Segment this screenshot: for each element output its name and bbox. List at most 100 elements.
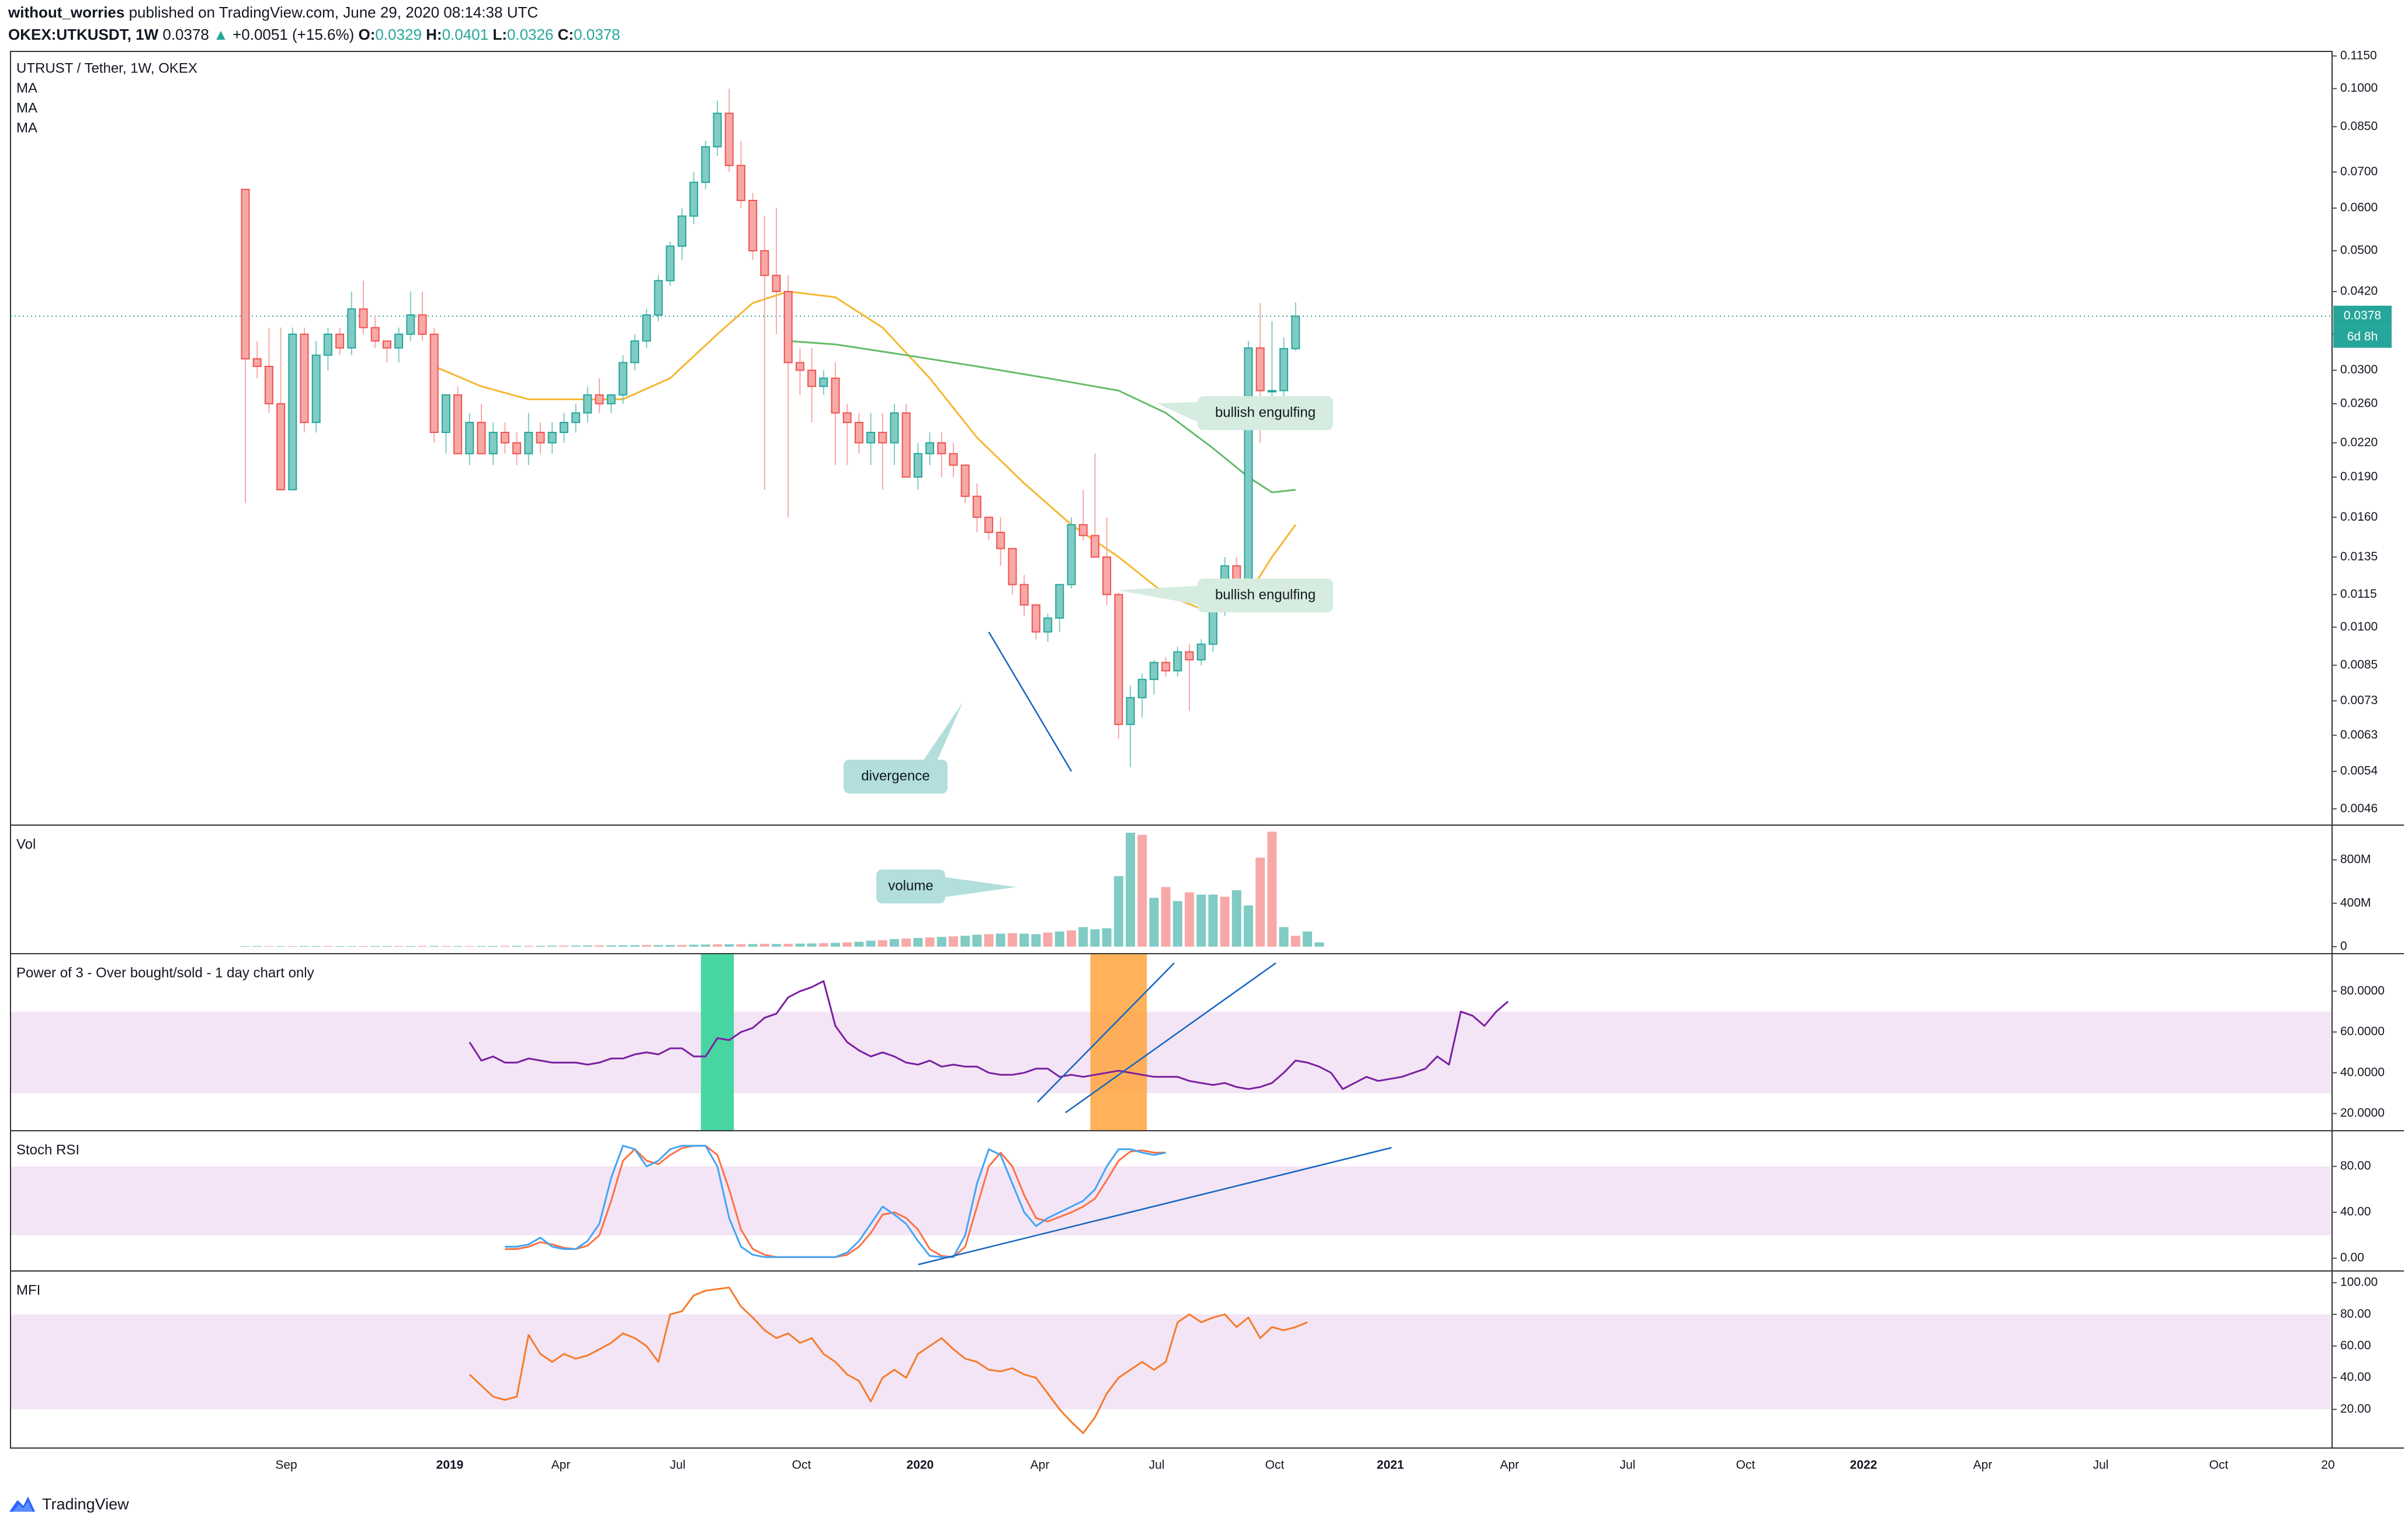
candle-body xyxy=(642,314,651,342)
candle-body xyxy=(701,146,710,183)
volume-bar xyxy=(1172,901,1182,947)
annotation-bullish-engulfing-1 xyxy=(1198,396,1333,430)
candle-body xyxy=(1137,678,1147,698)
volume-bar xyxy=(995,933,1005,947)
volume-bar xyxy=(1043,932,1053,947)
ma-slow-line xyxy=(788,340,1296,494)
candle-body xyxy=(1114,594,1123,725)
volume-bar xyxy=(1220,896,1230,947)
annotation-divergence-pointer xyxy=(923,702,963,761)
volume-bar xyxy=(1196,894,1206,947)
volume-bar xyxy=(748,944,758,947)
volume-bar xyxy=(913,938,923,947)
stochrsi-axis-label: 0.00 xyxy=(2340,1251,2364,1265)
candle-body xyxy=(524,431,533,455)
volume-bar xyxy=(1185,892,1194,947)
indicator-label: MA xyxy=(16,80,37,96)
time-axis-label: Sep xyxy=(275,1459,297,1472)
time-axis-label: 2019 xyxy=(436,1459,464,1472)
volume-bar xyxy=(1054,931,1064,947)
stochrsi-k-line xyxy=(505,1145,1166,1258)
candle-body xyxy=(1244,347,1253,595)
candle-body xyxy=(831,377,840,414)
candle-body xyxy=(477,421,486,455)
time-axis-label: Oct xyxy=(1736,1459,1755,1472)
annotation-divergence xyxy=(844,760,948,794)
candle-body xyxy=(252,358,262,367)
volume-bar xyxy=(359,945,368,947)
candle-body xyxy=(370,327,380,342)
candle-body xyxy=(842,412,852,423)
close-value: 0.0378 xyxy=(574,26,620,43)
open-value: 0.0329 xyxy=(375,26,422,43)
volume-bar xyxy=(464,945,474,947)
power3-axis-label: 80.0000 xyxy=(2340,984,2385,997)
volume-bar xyxy=(300,945,309,947)
volume-axis-label: 400M xyxy=(2340,896,2371,909)
volume-bar xyxy=(1208,894,1218,947)
tradingview-logo-icon xyxy=(9,1497,35,1512)
volume-bar xyxy=(949,936,958,947)
volume-bar xyxy=(311,945,321,947)
volume-bar xyxy=(901,938,911,947)
time-axis-label: 2021 xyxy=(1377,1459,1404,1472)
price-axis-label: 0.0135 xyxy=(2340,550,2378,563)
volume-bar xyxy=(394,945,404,947)
volume-bar xyxy=(842,942,852,947)
candle-body xyxy=(937,442,946,455)
volume-bar xyxy=(1113,876,1123,947)
volume-bar xyxy=(429,945,439,947)
countdown-label: 6d 8h xyxy=(2347,330,2378,344)
candle-body xyxy=(866,431,876,444)
mfi-line xyxy=(469,1286,1308,1434)
high-value: 0.0401 xyxy=(442,26,489,43)
volume-bar xyxy=(276,946,286,947)
price-axis-label: 0.0085 xyxy=(2340,658,2378,671)
price-axis-label: 0.0100 xyxy=(2340,620,2378,633)
candle-body xyxy=(1043,617,1053,633)
volume-bar xyxy=(1067,930,1076,947)
time-axis-label: Jul xyxy=(2093,1459,2109,1472)
price-axis-label: 0.1150 xyxy=(2340,49,2377,62)
volume-bar xyxy=(287,946,297,947)
candle-body xyxy=(1055,584,1064,619)
mfi-band xyxy=(11,1314,2331,1409)
price-axis-label: 0.0063 xyxy=(2340,728,2378,742)
volume-bar xyxy=(1314,942,1324,947)
candle-body xyxy=(724,112,734,167)
footer[interactable]: TradingView xyxy=(8,1491,129,1517)
volume-bar xyxy=(877,940,887,947)
candle-body xyxy=(819,377,828,387)
candle-body xyxy=(1031,604,1040,633)
volume-bar xyxy=(1090,929,1100,947)
volume-bar xyxy=(536,945,545,947)
candle-body xyxy=(347,308,356,349)
candle-body xyxy=(1173,651,1182,671)
annotation-bullish-engulfing-2-pointer xyxy=(1117,586,1202,605)
candle-body xyxy=(571,412,581,423)
annotation-divergence-label: divergence xyxy=(861,768,929,784)
price-axis-label: 0.0046 xyxy=(2340,802,2378,815)
candle-body xyxy=(288,333,297,491)
candle-body xyxy=(901,412,911,478)
candle-body xyxy=(606,394,616,404)
volume-bar xyxy=(559,945,569,947)
author-name[interactable]: without_worries xyxy=(8,4,125,21)
annotation-bullish-engulfing-2-label: bullish engulfing xyxy=(1215,587,1316,602)
candle-body xyxy=(972,496,981,518)
annotation-volume-label: volume xyxy=(888,878,933,893)
candle-body xyxy=(1008,548,1017,586)
candle-body xyxy=(1267,390,1276,393)
volume-bar xyxy=(346,946,356,947)
volume-bar xyxy=(323,945,333,947)
publish-text: published on TradingView.com, June 29, 2… xyxy=(129,4,539,21)
indicator-label: MA xyxy=(16,120,37,136)
volume-bar xyxy=(512,945,522,947)
volume-bar xyxy=(571,945,581,947)
volume-bar xyxy=(984,934,994,947)
volume-bar xyxy=(1161,886,1171,947)
candle-body xyxy=(1161,661,1171,671)
candle-body xyxy=(1126,697,1135,725)
candle-body xyxy=(1019,584,1029,606)
